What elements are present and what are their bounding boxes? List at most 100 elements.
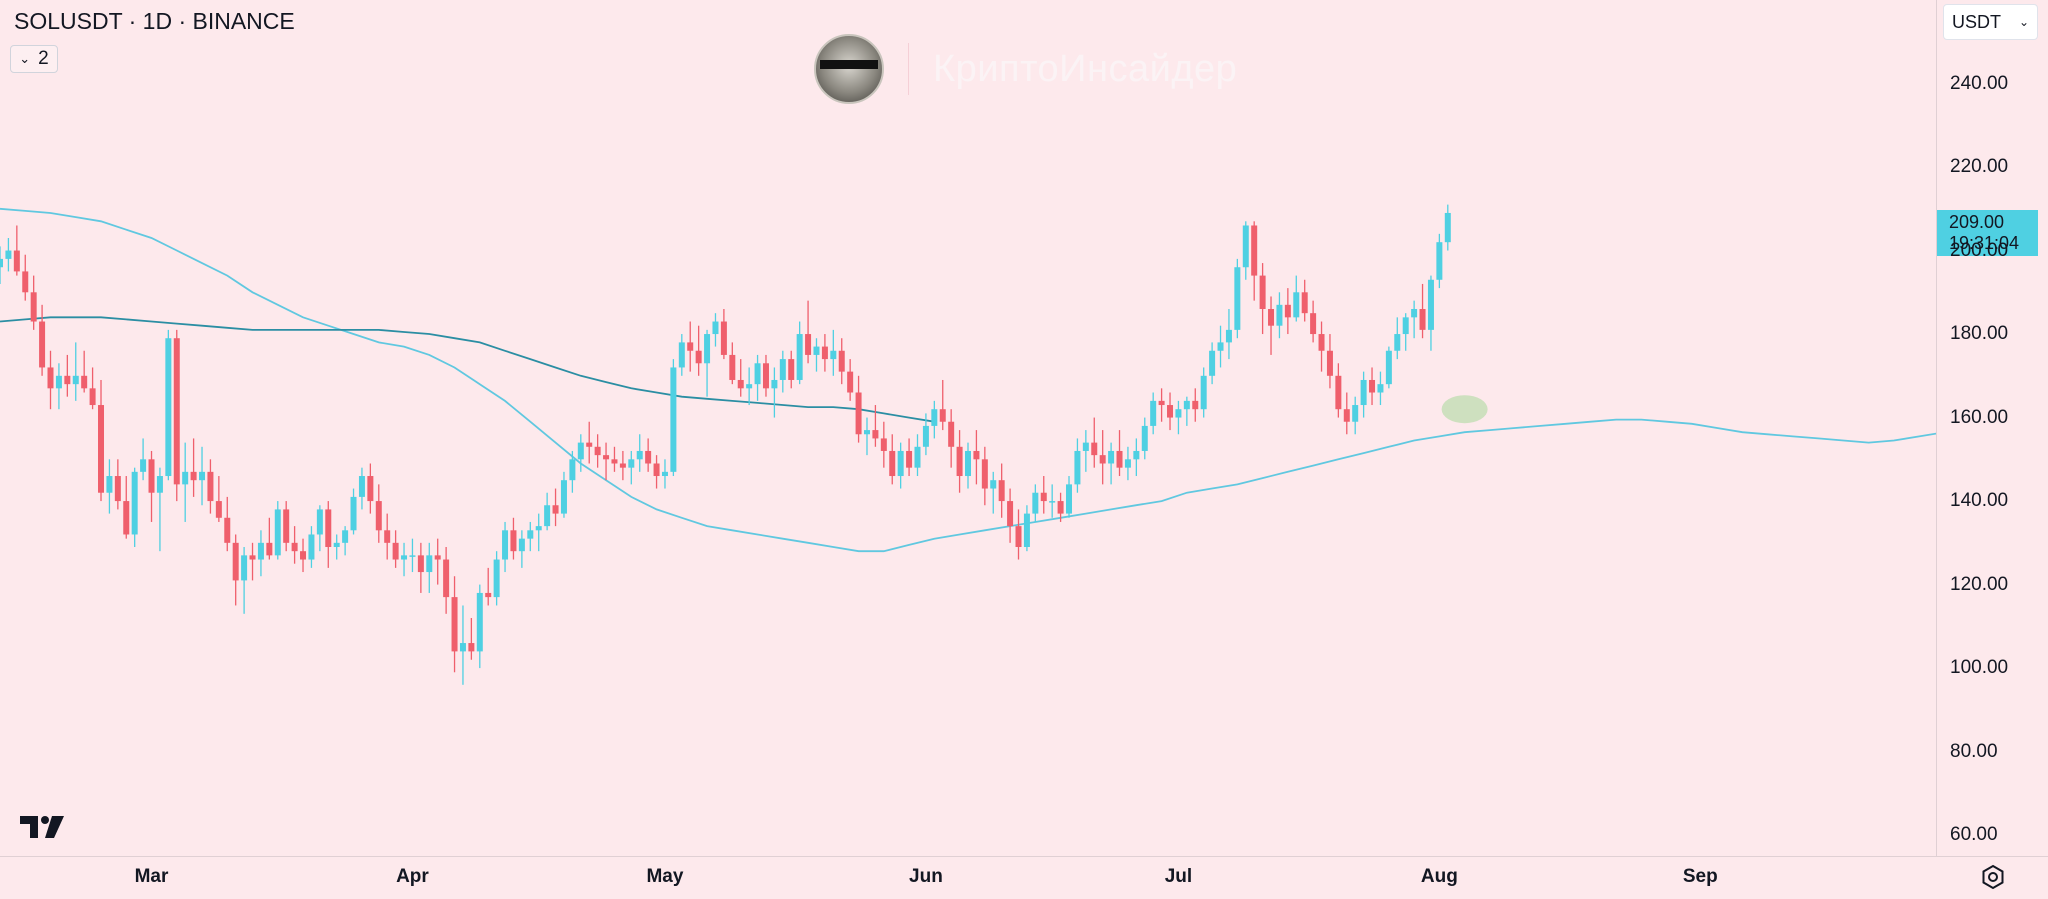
candle-body [577,442,584,460]
candle-body [779,359,786,380]
candle-body [1074,450,1081,485]
candle-body [1124,459,1131,468]
candle-body [98,405,105,493]
candle [1234,258,1241,339]
candle [518,530,525,568]
candle [1394,317,1401,360]
candle [443,547,450,614]
candle-body [1352,405,1359,422]
candle [863,417,870,456]
price-tick-label: 180.00 [1950,323,2009,345]
candle [417,542,424,593]
candle [1066,476,1073,518]
candle-body [1301,292,1308,314]
candle-body [1251,225,1258,276]
candle-body [1284,304,1291,318]
candle-body [914,446,921,468]
candle-body [1209,350,1216,376]
candle [670,359,677,477]
candle [434,538,441,585]
candle-body [300,551,307,560]
avatar-icon [814,34,884,104]
candle [981,446,988,506]
candle [737,359,744,397]
candle [1124,446,1131,481]
candle-body [1150,400,1157,426]
price-scale[interactable] [1936,0,2048,856]
candle-body [72,375,79,385]
candle-body [1049,501,1056,503]
candle-body [1360,379,1367,406]
time-tick-label: Aug [1420,866,1458,887]
candle-body [998,480,1005,502]
chevron-down-icon: ⌄ [2018,15,2029,29]
candle [232,534,239,606]
candle [1402,313,1409,351]
candle-body [451,597,458,652]
candle-body [1007,501,1014,527]
candle-body [1116,450,1123,468]
candle-body [417,555,424,573]
bar-countdown: 19:31:04 [1949,233,2020,253]
candle [468,617,475,660]
candle [906,438,913,477]
candle [1192,388,1199,422]
candle [257,530,264,577]
candle [645,438,652,472]
candle [1040,476,1047,514]
candle [678,334,685,376]
candle-body [830,350,837,360]
candle [1318,321,1325,372]
candle [39,304,46,376]
indicators-legend-toggle[interactable]: ⌄ 2 [10,45,58,73]
candle [131,467,138,548]
crossover-highlight [1441,395,1488,424]
candle-body [1318,334,1325,351]
currency-select[interactable]: USDT ⌄ [1943,4,2038,40]
candle-body [1394,334,1401,351]
time-tick-label: Apr [396,866,429,887]
price-tick-label: 160.00 [1950,406,2009,428]
candle-body [401,555,408,560]
time-scale[interactable] [0,856,2048,899]
candle [72,342,79,401]
candle-body [838,350,845,372]
candle [1385,346,1392,389]
candle [392,530,399,568]
candle [1276,292,1283,339]
candle [1326,334,1333,389]
chart-area[interactable] [0,0,1936,856]
tradingview-logo-icon[interactable] [20,812,68,840]
candle-body [476,592,483,652]
candle-body [560,480,567,514]
plot-area[interactable] [0,0,1936,856]
last-price-value: 209.00 [1949,212,2005,232]
last-price-label: 209.00 19:31:04 [1937,210,2038,256]
candle-body [308,534,315,560]
settings-icon[interactable] [1980,864,2006,890]
candle-body [670,367,677,472]
candle [476,584,483,669]
candle [333,534,340,560]
candle-body [931,409,938,426]
candle-body [1200,375,1207,410]
candle-body [762,363,769,389]
candle-body [426,555,433,573]
candle [207,459,214,514]
candle-body [754,363,761,385]
watermark: КриптоИнсайдер [814,34,1237,104]
candle-body [22,271,29,293]
candle-body [889,450,896,477]
candle [1301,279,1308,322]
candle [1284,288,1291,335]
candle [249,542,256,581]
candle [350,488,357,535]
candle-body [148,459,155,493]
price-tick-label: 200.00 [1950,239,2009,261]
candle-body [283,509,290,543]
candle [577,434,584,472]
candle-body [788,359,795,380]
candle [956,430,963,493]
time-tick-label: Jun [909,866,943,887]
candle [1225,308,1232,360]
